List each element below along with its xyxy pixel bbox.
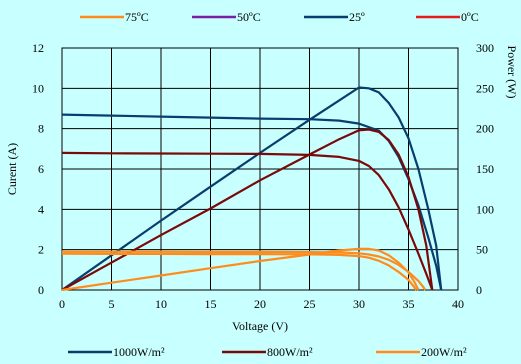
series-line-4 xyxy=(61,252,418,291)
y-left-tick-label: 8 xyxy=(38,122,44,136)
series-group xyxy=(61,86,443,292)
x-tick-label: 0 xyxy=(59,297,65,311)
y-left-tick-label: 6 xyxy=(38,162,44,176)
y-right-tick-label: 200 xyxy=(476,122,494,136)
series-line-1 xyxy=(61,86,443,291)
series-line-6 xyxy=(62,250,427,291)
legend-label: 0ºC xyxy=(461,10,479,24)
plot-border xyxy=(61,47,459,291)
x-tick-label: 30 xyxy=(353,297,365,311)
series-line-0 xyxy=(61,113,443,291)
legend-bottom: 1000W/m² 800W/m² 200W/m² xyxy=(68,345,467,359)
x-tick-label: 20 xyxy=(254,297,266,311)
y-left-tick-label: 2 xyxy=(38,243,44,257)
y-left-tick-label: 0 xyxy=(38,283,44,297)
x-tick-label: 35 xyxy=(403,297,415,311)
legend-label: 75ºC xyxy=(125,10,149,24)
y-left-tick-label: 12 xyxy=(32,41,44,55)
y-right-axis-label: Power (W) xyxy=(505,46,519,99)
series-line-2 xyxy=(61,151,434,291)
legend-label: 200W/m² xyxy=(421,345,467,359)
y-left-axis-label: Curent (A) xyxy=(5,143,19,195)
y-right-tick-label: 300 xyxy=(476,41,494,55)
y-right-tick-label: 50 xyxy=(476,243,488,257)
y-right-tick-label: 100 xyxy=(476,202,494,216)
legend-label: 25º xyxy=(349,10,365,24)
y-right-tick-label: 0 xyxy=(476,283,482,297)
legend-label: 1000W/m² xyxy=(113,345,165,359)
y-left-tick-labels: 0 2 4 6 8 10 12 xyxy=(32,41,44,297)
y-right-tick-label: 150 xyxy=(476,162,494,176)
x-tick-label: 10 xyxy=(155,297,167,311)
legend-label: 50ºC xyxy=(237,10,261,24)
y-right-tick-label: 250 xyxy=(476,81,494,95)
legend-label: 800W/m² xyxy=(267,345,313,359)
x-tick-labels: 0 5 10 15 20 25 30 35 40 xyxy=(59,297,464,311)
series-line-3 xyxy=(61,128,434,291)
y-left-tick-label: 10 xyxy=(32,81,44,95)
x-tick-label: 40 xyxy=(452,297,464,311)
x-tick-label: 5 xyxy=(109,297,115,311)
x-tick-label: 25 xyxy=(304,297,316,311)
legend-top: 75ºC 50ºC 25º 0ºC xyxy=(80,10,479,24)
x-axis-label: Voltage (V) xyxy=(232,319,288,333)
y-right-tick-labels: 0 50 100 150 200 250 300 xyxy=(476,41,494,297)
x-tick-label: 15 xyxy=(205,297,217,311)
y-left-tick-label: 4 xyxy=(38,202,44,216)
